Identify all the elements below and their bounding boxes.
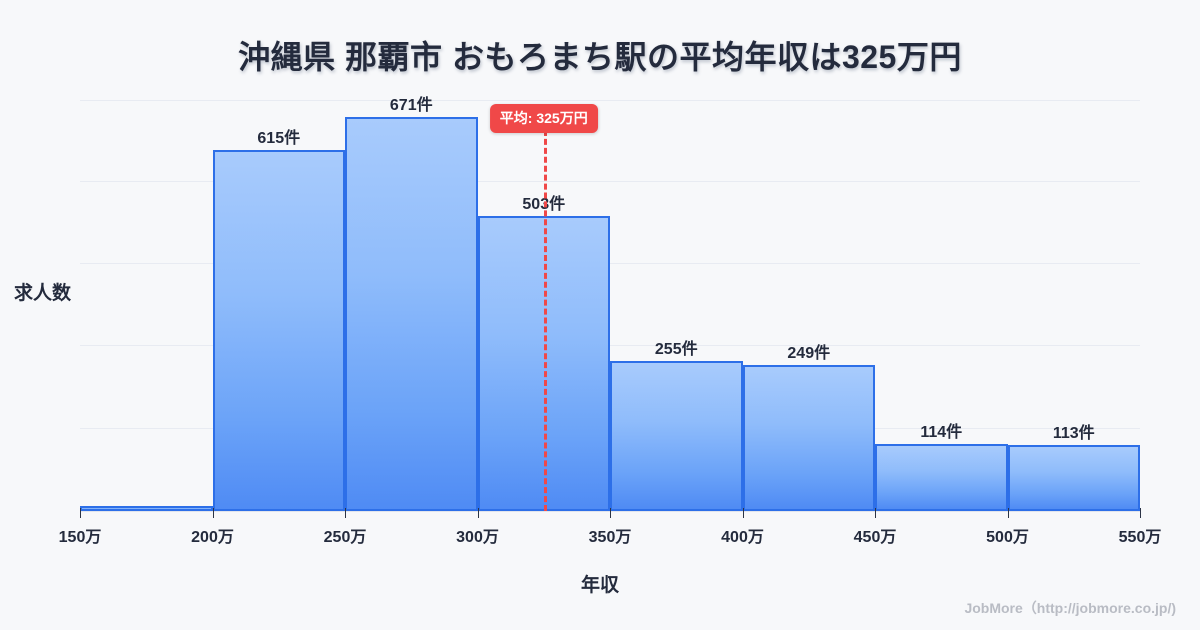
x-axis-tick-label: 500万 xyxy=(986,529,1029,546)
y-axis-title: 求人数 xyxy=(14,283,72,304)
plot-area xyxy=(80,100,1140,511)
x-axis-tick-mark xyxy=(742,508,744,518)
x-axis-tick-label: 350万 xyxy=(588,529,632,546)
x-axis-tick-label: 300万 xyxy=(456,529,499,546)
average-badge: 平均: 325万円 xyxy=(489,104,598,133)
bar[interactable] xyxy=(742,364,875,511)
gridline xyxy=(80,100,1140,101)
bar-value-label: 114件 xyxy=(920,424,963,442)
x-axis-tick-label: 550万 xyxy=(1118,529,1162,546)
gridline xyxy=(80,181,1140,183)
bar-value-label: 113件 xyxy=(1052,424,1095,442)
bar-value-label: 255件 xyxy=(654,341,698,359)
x-axis-tick-label: 400万 xyxy=(721,529,764,546)
x-axis-tick-mark xyxy=(610,508,611,518)
x-axis-tick-mark xyxy=(875,508,876,518)
bar[interactable] xyxy=(875,444,1008,511)
average-line xyxy=(543,130,547,511)
bar[interactable] xyxy=(345,117,478,511)
bar-value-label: 615件 xyxy=(257,129,301,147)
chart-title: 沖縄県 那覇市 おもろまち駅の平均年収は325万円 xyxy=(238,39,962,75)
x-axis-tick-label: 150万 xyxy=(58,529,102,546)
bar[interactable] xyxy=(212,149,345,511)
x-axis-tick-mark xyxy=(345,508,346,518)
x-axis-tick-mark xyxy=(477,508,479,518)
gridline xyxy=(80,263,1140,265)
gridline xyxy=(80,345,1140,347)
bar-value-label: 249件 xyxy=(787,344,831,362)
footer-credit: JobMore（http://jobmore.co.jp/) xyxy=(964,600,1176,616)
bar[interactable] xyxy=(1007,444,1140,511)
x-axis-title: 年収 xyxy=(580,575,619,596)
x-axis-tick-mark xyxy=(212,508,214,518)
x-axis-tick-mark xyxy=(1007,508,1009,518)
x-axis-tick-label: 250万 xyxy=(323,529,367,546)
x-axis-tick-mark xyxy=(80,508,81,518)
bar-value-label: 671件 xyxy=(389,97,433,115)
bar[interactable] xyxy=(610,361,743,511)
x-axis-tick-label: 450万 xyxy=(853,529,897,546)
x-axis-tick-mark xyxy=(1140,508,1141,518)
x-axis-tick-label: 200万 xyxy=(191,529,234,546)
